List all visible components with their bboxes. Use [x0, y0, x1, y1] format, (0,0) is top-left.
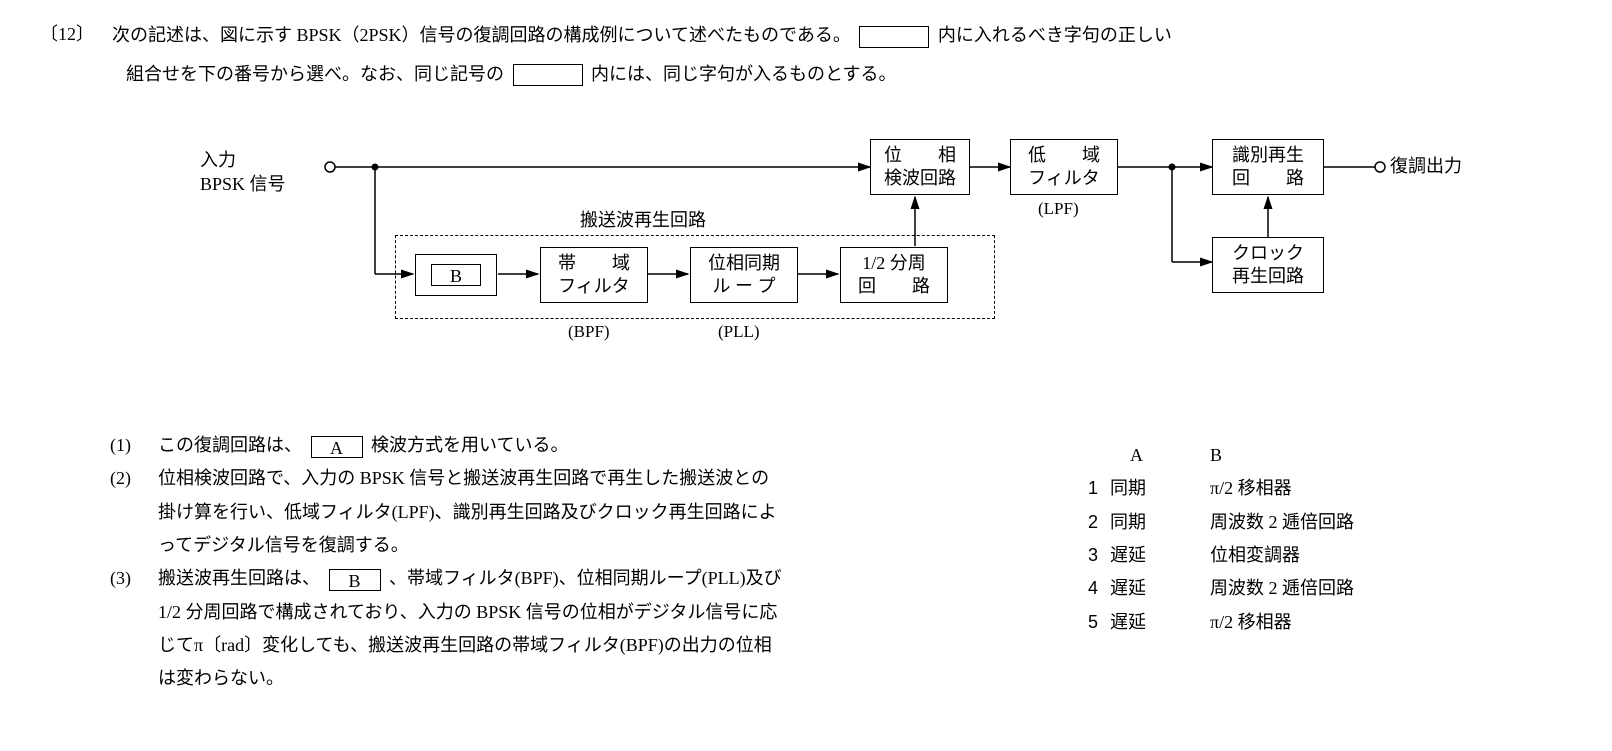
- s3-p1: 搬送波再生回路は、: [158, 568, 320, 588]
- choice-5-a: 遅延: [1110, 606, 1210, 639]
- phase-det-l2: 検波回路: [884, 167, 956, 190]
- choice-2-b: 周波数 2 逓倍回路: [1210, 506, 1410, 539]
- blank-box-empty2: [513, 64, 583, 86]
- choices-column: A B 1 同期 π/2 移相器 2 同期 周波数 2 逓倍回路 3 遅延 位相…: [1070, 439, 1410, 695]
- clock-l1: クロック: [1232, 242, 1304, 265]
- input-label-l1: 入力: [200, 149, 286, 172]
- pll-sublabel: (PLL): [718, 322, 760, 342]
- input-label: 入力 BPSK 信号: [200, 149, 286, 196]
- choice-3-b: 位相変調器: [1210, 539, 1410, 572]
- q-line1-p2: 内に入れるべき字句の正しい: [938, 25, 1172, 45]
- block-divider: 1/2 分周 回 路: [840, 247, 948, 303]
- choice-2-num: 2: [1070, 506, 1110, 539]
- s3-p2: 、帯域フィルタ(BPF)、位相同期ループ(PLL)及び: [389, 568, 782, 588]
- choice-4-a: 遅延: [1110, 572, 1210, 605]
- s3-l2: 1/2 分周回路で構成されており、入力の BPSK 信号の位相がデジタル信号に応: [158, 596, 990, 629]
- clock-l2: 再生回路: [1232, 265, 1304, 288]
- s3-l4: は変わらない。: [158, 662, 990, 695]
- statement-2: (2) 位相検波回路で、入力の BPSK 信号と搬送波再生回路で再生した搬送波と…: [110, 462, 990, 495]
- lpf-sublabel: (LPF): [1038, 199, 1079, 219]
- block-diagram: 入力 BPSK 信号 復調出力 位 相 検波回路 低 域 フィルタ (LPF) …: [200, 119, 1612, 399]
- s1-p1: この復調回路は、: [158, 435, 302, 455]
- choice-4-b: 周波数 2 逓倍回路: [1210, 572, 1410, 605]
- question-number: 〔12〕: [40, 20, 94, 51]
- statement-3: (3) 搬送波再生回路は、 B 、帯域フィルタ(BPF)、位相同期ループ(PLL…: [110, 562, 990, 595]
- choice-1-b: π/2 移相器: [1210, 472, 1410, 505]
- bpf-sublabel: (BPF): [568, 322, 610, 342]
- choice-3-a: 遅延: [1110, 539, 1210, 572]
- choice-5-num: 5: [1070, 606, 1110, 639]
- choice-row-2: 2 同期 周波数 2 逓倍回路: [1070, 506, 1410, 539]
- q-line2-p2: 内には、同じ字句が入るものとする。: [591, 64, 896, 84]
- s2-l2: 掛け算を行い、低域フィルタ(LPF)、識別再生回路及びクロック再生回路によ: [158, 496, 990, 529]
- ident-l2: 回 路: [1232, 167, 1304, 190]
- choice-1-num: 1: [1070, 472, 1110, 505]
- pll-l1: 位相同期: [708, 252, 780, 275]
- s2-no: (2): [110, 462, 158, 495]
- choice-row-3: 3 遅延 位相変調器: [1070, 539, 1410, 572]
- choices-header-a: A: [1130, 439, 1210, 472]
- choice-4-num: 4: [1070, 572, 1110, 605]
- s2-l3: ってデジタル信号を復調する。: [158, 529, 990, 562]
- blank-b: B: [329, 569, 381, 591]
- choice-2-a: 同期: [1110, 506, 1210, 539]
- input-label-l2: BPSK 信号: [200, 173, 286, 196]
- statements-column: (1) この復調回路は、 A 検波方式を用いている。 (2) 位相検波回路で、入…: [110, 429, 990, 695]
- bpf-l2: フィルタ: [558, 275, 630, 298]
- lpf-l2: フィルタ: [1028, 167, 1100, 190]
- block-b-inner: B: [431, 264, 481, 286]
- blank-a: A: [311, 436, 363, 458]
- s3-l3: じてπ〔rad〕変化しても、搬送波再生回路の帯域フィルタ(BPF)の出力の位相: [158, 629, 990, 662]
- block-ident: 識別再生 回 路: [1212, 139, 1324, 195]
- div-l2: 回 路: [858, 275, 930, 298]
- s2-l1: 位相検波回路で、入力の BPSK 信号と搬送波再生回路で再生した搬送波との: [158, 462, 990, 495]
- output-label: 復調出力: [1390, 155, 1462, 178]
- statement-1: (1) この復調回路は、 A 検波方式を用いている。: [110, 429, 990, 462]
- s3-no: (3): [110, 562, 158, 595]
- choice-1-a: 同期: [1110, 472, 1210, 505]
- q-line2-p1: 組合せを下の番号から選べ。なお、同じ記号の: [126, 64, 504, 84]
- bpf-l1: 帯 域: [558, 252, 630, 275]
- phase-det-l1: 位 相: [884, 144, 956, 167]
- question-line2: 組合せを下の番号から選べ。なお、同じ記号の 内には、同じ字句が入るものとする。: [126, 59, 1572, 90]
- question-line1: 次の記述は、図に示す BPSK（2PSK）信号の復調回路の構成例について述べたも…: [112, 20, 1572, 51]
- s1-no: (1): [110, 429, 158, 462]
- pll-l2: ル ー プ: [713, 275, 776, 298]
- block-lpf: 低 域 フィルタ: [1010, 139, 1118, 195]
- block-clock: クロック 再生回路: [1212, 237, 1324, 293]
- lpf-l1: 低 域: [1028, 144, 1100, 167]
- carrier-regen-label: 搬送波再生回路: [580, 209, 706, 232]
- question-header: 〔12〕 次の記述は、図に示す BPSK（2PSK）信号の復調回路の構成例につい…: [40, 20, 1572, 51]
- block-b-outer: B: [415, 254, 497, 296]
- choice-row-4: 4 遅延 周波数 2 逓倍回路: [1070, 572, 1410, 605]
- choices-header-b: B: [1210, 439, 1310, 472]
- div-l1: 1/2 分周: [862, 252, 926, 275]
- choice-5-b: π/2 移相器: [1210, 606, 1410, 639]
- block-phase-detector: 位 相 検波回路: [870, 139, 970, 195]
- body-area: (1) この復調回路は、 A 検波方式を用いている。 (2) 位相検波回路で、入…: [110, 429, 1572, 695]
- blank-box-empty: [859, 26, 929, 48]
- s1-p2: 検波方式を用いている。: [371, 435, 568, 455]
- ident-l1: 識別再生: [1232, 144, 1304, 167]
- block-bpf: 帯 域 フィルタ: [540, 247, 648, 303]
- choices-header: A B: [1070, 439, 1410, 472]
- q-line1-p1: 次の記述は、図に示す BPSK（2PSK）信号の復調回路の構成例について述べたも…: [112, 25, 851, 45]
- choice-row-5: 5 遅延 π/2 移相器: [1070, 606, 1410, 639]
- block-pll: 位相同期 ル ー プ: [690, 247, 798, 303]
- choice-row-1: 1 同期 π/2 移相器: [1070, 472, 1410, 505]
- choice-3-num: 3: [1070, 539, 1110, 572]
